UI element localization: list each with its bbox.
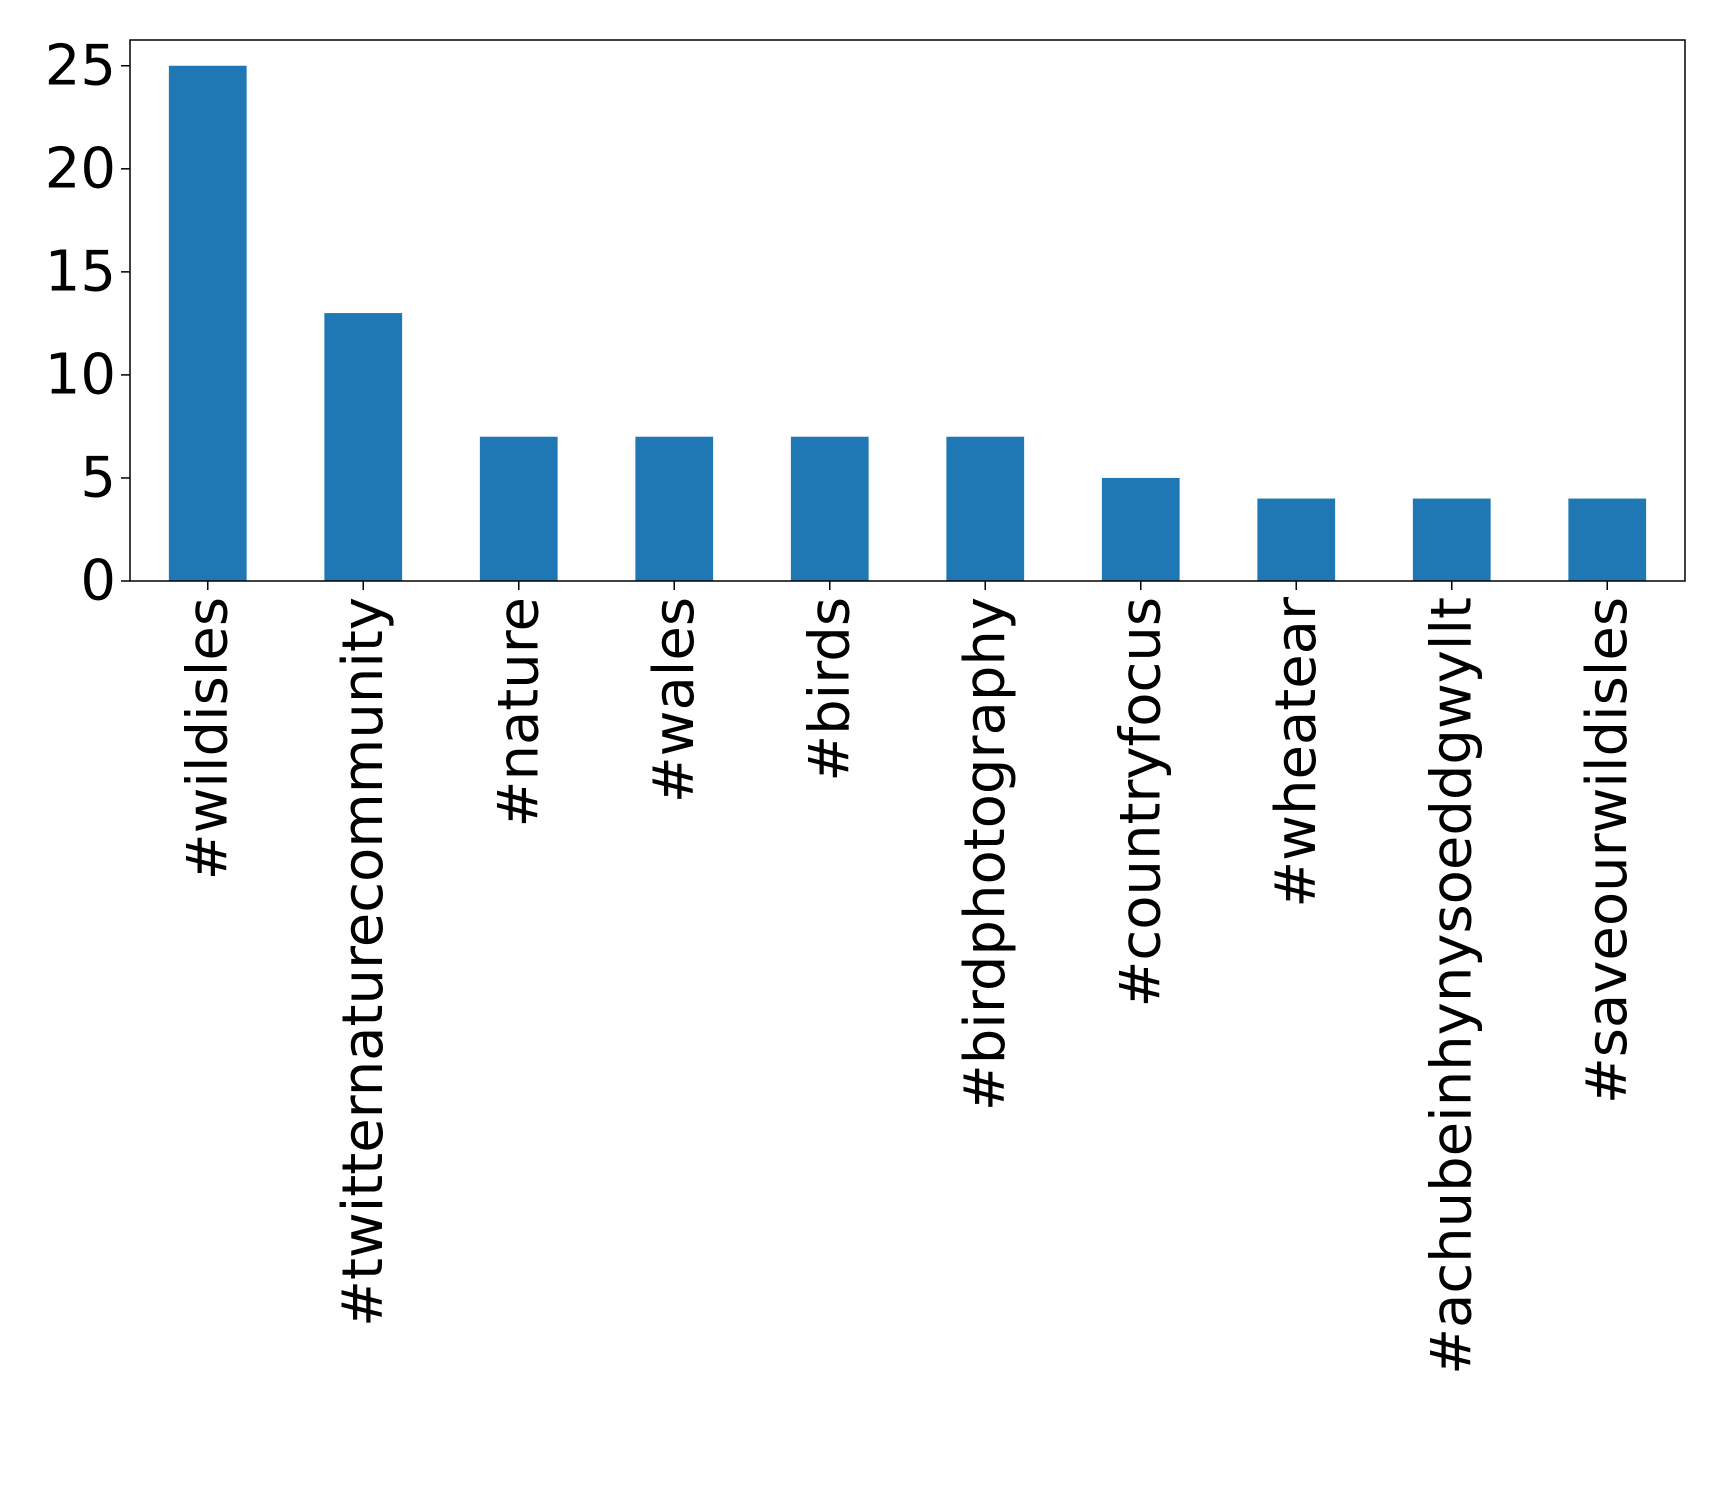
x-tick-label: #birdphotography [953, 597, 1018, 1111]
x-tick-label: #wildisles [175, 597, 240, 880]
bars-layer [168, 65, 1647, 581]
x-tick-label: #achubeinhynysoeddgwyllt [1419, 597, 1484, 1375]
y-tick-label: 20 [45, 136, 116, 201]
y-tick-label: 25 [45, 33, 116, 98]
bar-achubeinhynysoeddgwyllt [1412, 498, 1491, 581]
y-tick-label: 5 [80, 445, 116, 510]
y-axis: 0 5 10 15 20 25 [45, 33, 130, 614]
x-tick-label: #birds [797, 597, 862, 782]
x-tick-label: #wheatear [1264, 596, 1329, 908]
x-tick-label: #wales [642, 597, 707, 803]
x-tick-label: #countryfocus [1108, 597, 1173, 1008]
bar-wales [635, 436, 714, 581]
bar-birds [790, 436, 869, 581]
bar-countryfocus [1101, 477, 1180, 581]
plot-frame [129, 39, 1686, 582]
x-tick-label: #saveourwildisles [1575, 597, 1640, 1104]
bar-wheatear [1257, 498, 1336, 581]
bar-twitternaturecommunity [324, 313, 403, 581]
bar-saveourwildisles [1568, 498, 1647, 581]
bar-birdphotography [946, 436, 1025, 581]
bar-wildisles [168, 65, 247, 581]
y-tick-label: 0 [80, 549, 116, 614]
x-axis: #wildisles #twitternaturecommunity #nature… [175, 581, 1640, 1375]
y-tick-label: 10 [45, 342, 116, 407]
x-tick-label: #twitternaturecommunity [331, 597, 396, 1327]
y-tick-label: 15 [45, 239, 116, 304]
bar-nature [479, 436, 558, 581]
x-tick-label: #nature [486, 597, 551, 827]
